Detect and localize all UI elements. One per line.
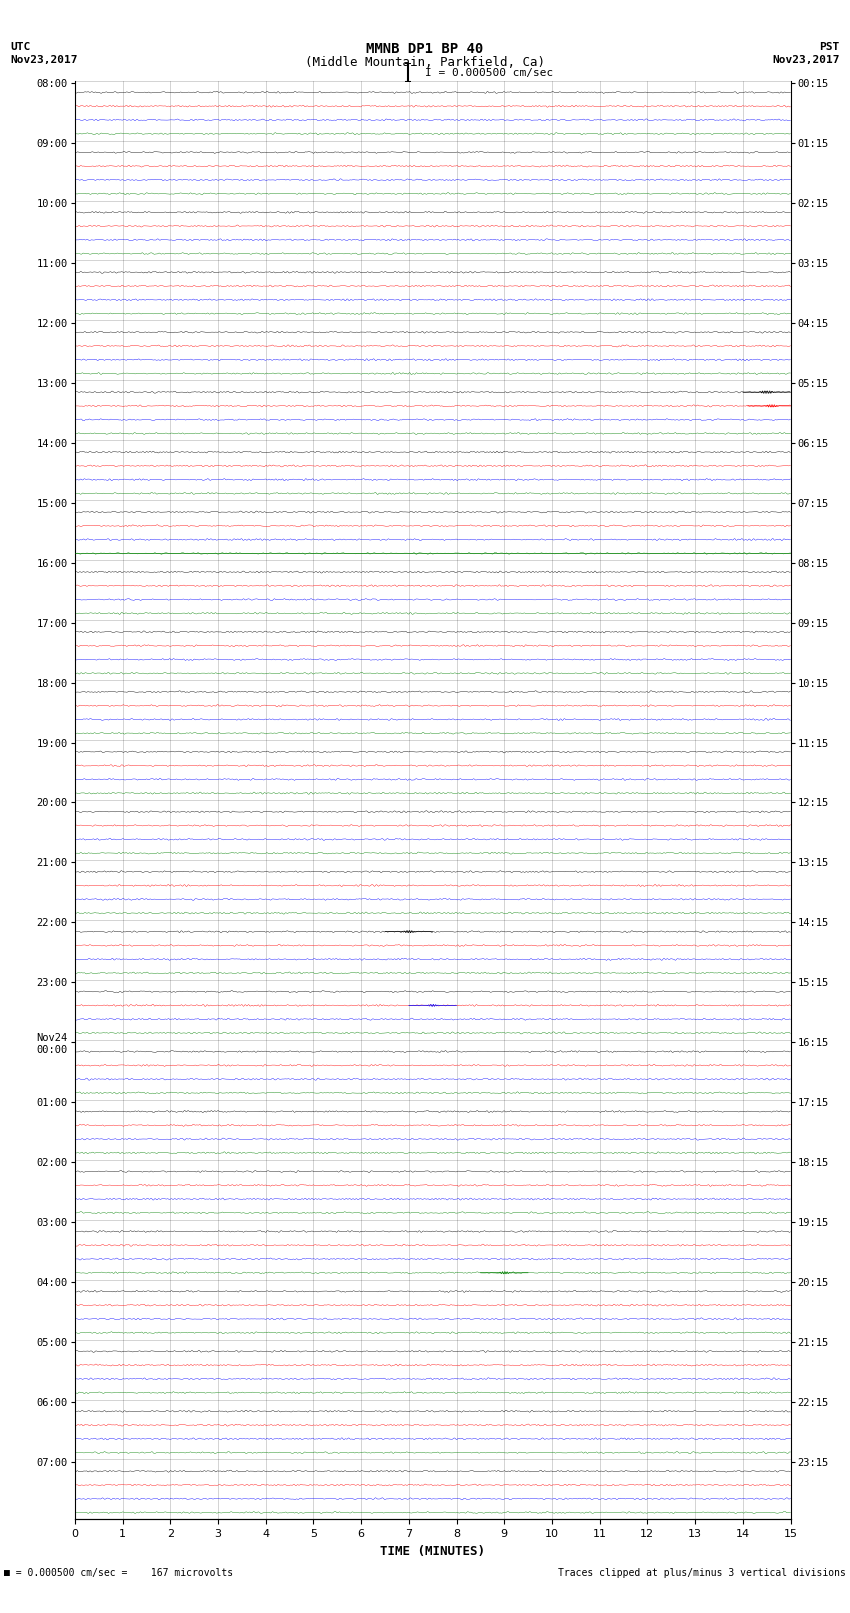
Text: UTC: UTC [10,42,31,52]
Text: Traces clipped at plus/minus 3 vertical divisions: Traces clipped at plus/minus 3 vertical … [558,1568,846,1578]
Text: Nov23,2017: Nov23,2017 [773,55,840,65]
Text: I = 0.000500 cm/sec: I = 0.000500 cm/sec [425,68,553,77]
Text: (Middle Mountain, Parkfield, Ca): (Middle Mountain, Parkfield, Ca) [305,56,545,69]
Text: ■ = 0.000500 cm/sec =    167 microvolts: ■ = 0.000500 cm/sec = 167 microvolts [4,1568,234,1578]
X-axis label: TIME (MINUTES): TIME (MINUTES) [380,1545,485,1558]
Text: MMNB DP1 BP 40: MMNB DP1 BP 40 [366,42,484,56]
Text: Nov23,2017: Nov23,2017 [10,55,77,65]
Text: PST: PST [819,42,840,52]
